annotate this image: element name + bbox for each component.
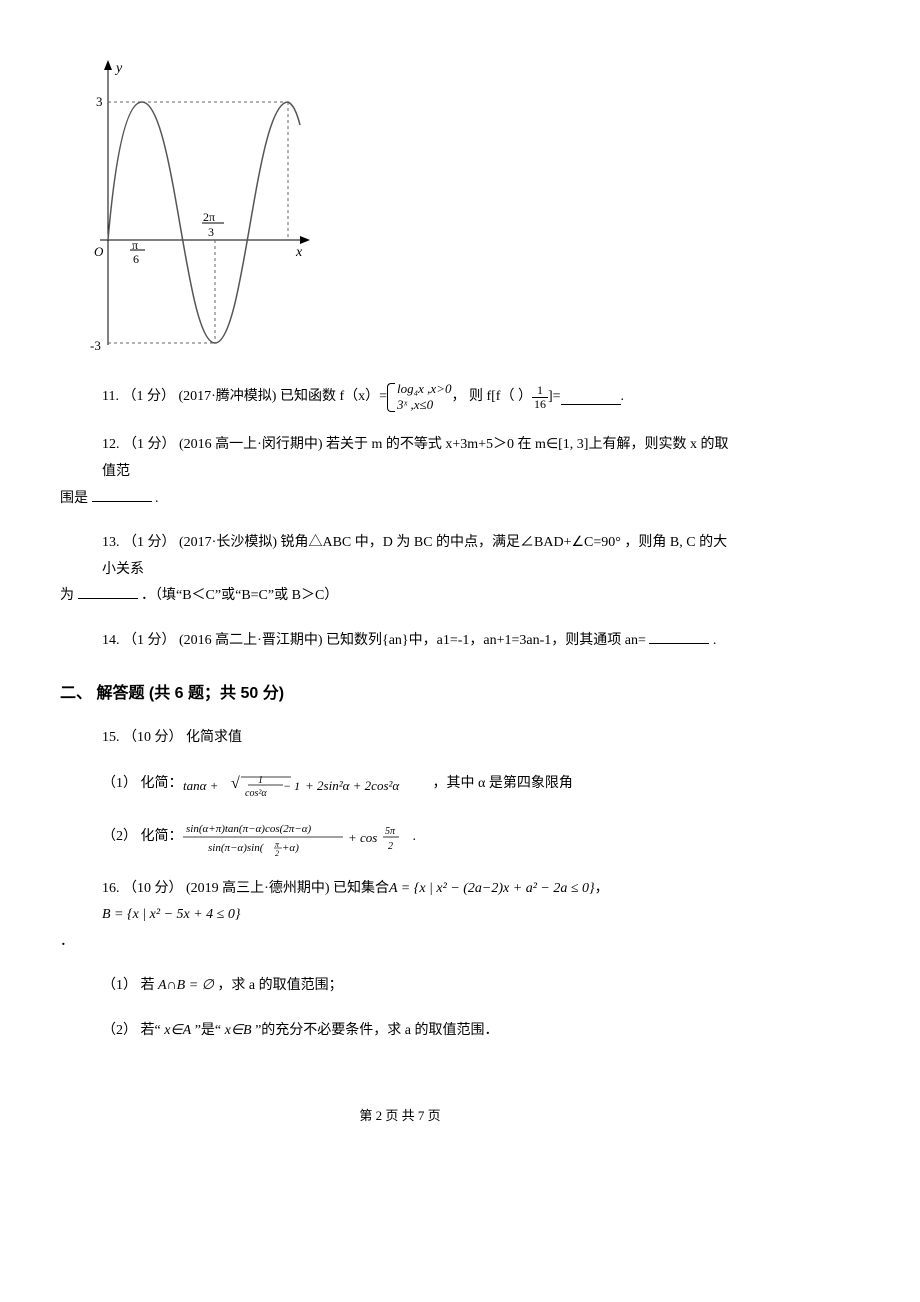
q14-blank — [649, 629, 709, 644]
question-15-stem: 15. （10 分） 化简求值 — [60, 725, 740, 752]
q16-set-a: A = {x | x² − (2a−2)x + a² − 2a ≤ 0} — [389, 876, 595, 903]
q11-piecewise: log₄x ,x>0 3ˣ ,x≤0 — [387, 381, 451, 415]
q15-sub2-end: . — [413, 824, 417, 851]
graph-svg: y 3 -3 O x π 6 2π 3 — [90, 50, 310, 350]
q16-sub2-mid: ”是“ — [195, 1023, 225, 1038]
q15-sub1-formula: tanα + √ 1 cos²α − 1 + 2sin²α + 2cos²α — [183, 770, 433, 800]
x-tick-pi6-num: π — [132, 238, 138, 252]
svg-text:1: 1 — [258, 775, 263, 786]
question-13: 13. （1 分） (2017·长沙模拟) 锐角△ABC 中，D 为 BC 的中… — [60, 530, 740, 610]
q13-line1: 13. （1 分） (2017·长沙模拟) 锐角△ABC 中，D 为 BC 的中… — [60, 530, 740, 583]
q15-sub1-post: ，其中 α 是第四象限角 — [433, 771, 573, 798]
x-axis-label: x — [295, 245, 303, 260]
q11-suffix: ]= — [548, 384, 561, 411]
q16-sub2-pre: （2） 若“ — [102, 1023, 164, 1038]
svg-text:√: √ — [231, 775, 240, 792]
svg-text:sin(α+π)tan(π−α)cos(2π−α): sin(α+π)tan(π−α)cos(2π−α) — [186, 823, 311, 835]
q11-prefix: 11. （1 分） (2017·腾冲模拟) 已知函数 f（x）= — [102, 384, 387, 411]
x-tick-pi6-den: 6 — [133, 252, 139, 266]
question-16-sub2: （2） 若“ x∈A ”是“ x∈B ”的充分不必要条件，求 a 的取值范围． — [60, 1018, 740, 1045]
svg-text:sin(π−α)sin(: sin(π−α)sin( — [208, 842, 265, 854]
q16-sub2-a: x∈A — [164, 1023, 191, 1038]
svg-text:2: 2 — [275, 849, 279, 858]
svg-text:+α): +α) — [282, 842, 299, 854]
q15-sub2-formula: sin(α+π)tan(π−α)cos(2π−α) sin(π−α)sin( π… — [183, 818, 413, 858]
q14-end: . — [713, 633, 717, 648]
svg-text:tanα +: tanα + — [183, 778, 218, 793]
q16-sub1-pre: （1） 若 — [102, 978, 158, 993]
q15-sub2-pre: （2） 化简： — [102, 824, 183, 851]
x-tick-2pi3-den: 3 — [208, 225, 214, 239]
section-2-header: 二、 解答题 (共 6 题；共 50 分) — [60, 679, 740, 709]
q12-end: . — [155, 491, 159, 506]
question-16: 16. （10 分） (2019 高三上·德州期中) 已知集合 A = {x |… — [60, 876, 740, 956]
q15-sub1-pre: （1） 化简： — [102, 771, 183, 798]
q13-end: ．（填“B＜C”或“B=C”或 B＞C） — [141, 588, 338, 603]
q11-frac: 1 16 — [532, 384, 548, 411]
q16-sub2-b: x∈B — [225, 1023, 252, 1038]
question-11: 11. （1 分） (2017·腾冲模拟) 已知函数 f（x）= log₄x ,… — [60, 381, 740, 415]
svg-text:2: 2 — [388, 841, 393, 852]
svg-text:cos²α: cos²α — [245, 788, 267, 799]
q16-sub2-post: ”的充分不必要条件，求 a 的取值范围． — [255, 1023, 498, 1038]
question-14: 14. （1 分） (2016 高二上·晋江期中) 已知数列{an}中，a1=‐… — [60, 628, 740, 655]
q11-piecewise-bot: 3ˣ ,x≤0 — [397, 397, 451, 414]
svg-text:5π: 5π — [385, 826, 396, 837]
question-16-sub1: （1） 若 A∩B = ∅ ，求 a 的取值范围； — [60, 973, 740, 1000]
function-graph: y 3 -3 O x π 6 2π 3 — [90, 50, 740, 361]
page-footer: 第 2 页 共 7 页 — [60, 1104, 740, 1129]
y-min-label: -3 — [90, 338, 101, 350]
q11-blank — [561, 390, 621, 405]
q11-piecewise-top: log₄x ,x>0 — [397, 381, 451, 398]
q11-end: . — [621, 384, 625, 411]
x-tick-2pi3-num: 2π — [203, 210, 215, 224]
q16-stem-pre: 16. （10 分） (2019 高三上·德州期中) 已知集合 — [102, 876, 389, 903]
svg-text:+ cos: + cos — [348, 830, 377, 845]
q12-line1: 12. （1 分） (2016 高一上·闵行期中) 若关于 m 的不等式 x+3… — [60, 432, 740, 485]
question-15-sub1: （1） 化简： tanα + √ 1 cos²α − 1 + 2sin²α + … — [60, 770, 740, 800]
q14-text: 14. （1 分） (2016 高二上·晋江期中) 已知数列{an}中，a1=‐… — [102, 633, 646, 648]
origin-label: O — [94, 244, 104, 259]
q16-sub1-post: ，求 a 的取值范围； — [217, 978, 342, 993]
q12-blank — [92, 487, 152, 502]
svg-text:+ 2sin²α + 2cos²α: + 2sin²α + 2cos²α — [305, 778, 400, 793]
q16-mid: ， — [595, 876, 609, 903]
y-axis-label: y — [114, 61, 123, 76]
q13-line2: 为 — [60, 588, 74, 603]
svg-text:π: π — [275, 840, 280, 849]
question-15-sub2: （2） 化简： sin(α+π)tan(π−α)cos(2π−α) sin(π−… — [60, 818, 740, 858]
svg-text:− 1: − 1 — [283, 779, 300, 793]
y-max-label: 3 — [96, 94, 103, 109]
q16-dot: ． — [60, 929, 740, 956]
q12-line2: 围是 — [60, 491, 88, 506]
question-12: 12. （1 分） (2016 高一上·闵行期中) 若关于 m 的不等式 x+3… — [60, 432, 740, 512]
q16-set-b: B = {x | x² − 5x + 4 ≤ 0} — [102, 902, 240, 929]
q11-frac-den: 16 — [532, 398, 548, 411]
q13-blank — [78, 584, 138, 599]
q16-sub1-cond: A∩B = ∅ — [158, 978, 214, 993]
q11-frac-num: 1 — [532, 384, 548, 398]
q11-mid: ， 则 f[f（ ） — [451, 384, 532, 411]
